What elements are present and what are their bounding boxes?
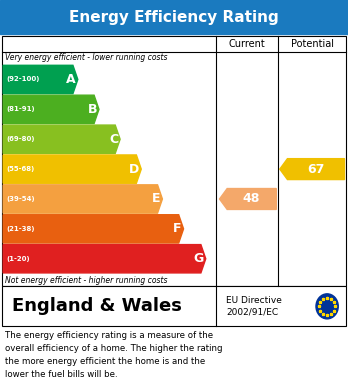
Text: A: A [66, 73, 76, 86]
Text: D: D [129, 163, 140, 176]
Text: Very energy efficient - lower running costs: Very energy efficient - lower running co… [5, 53, 168, 62]
Polygon shape [3, 215, 183, 243]
Text: EU Directive
2002/91/EC: EU Directive 2002/91/EC [227, 296, 282, 317]
Text: (69-80): (69-80) [7, 136, 35, 142]
Text: G: G [194, 252, 204, 265]
Text: 67: 67 [307, 163, 324, 176]
Polygon shape [3, 65, 78, 93]
Circle shape [316, 294, 338, 319]
Text: (1-20): (1-20) [7, 256, 30, 262]
Polygon shape [3, 125, 120, 153]
Polygon shape [3, 155, 141, 183]
Text: F: F [173, 222, 182, 235]
Polygon shape [220, 188, 276, 210]
Bar [0, 0, 348, 34]
Text: Not energy efficient - higher running costs: Not energy efficient - higher running co… [5, 276, 168, 285]
Text: (92-100): (92-100) [7, 77, 40, 83]
Text: E: E [152, 192, 161, 206]
Polygon shape [3, 95, 99, 124]
Bar [2, 286, 346, 326]
Text: 48: 48 [243, 192, 260, 206]
Text: Energy Efficiency Rating: Energy Efficiency Rating [69, 10, 279, 25]
Text: Potential: Potential [291, 39, 334, 49]
Text: Current: Current [229, 39, 266, 49]
Polygon shape [3, 185, 163, 213]
Text: (21-38): (21-38) [7, 226, 35, 232]
Text: (39-54): (39-54) [7, 196, 35, 202]
Text: England & Wales: England & Wales [12, 297, 182, 316]
Polygon shape [3, 245, 206, 273]
Text: (55-68): (55-68) [7, 166, 35, 172]
Text: C: C [109, 133, 118, 146]
Bar [2, 36, 346, 286]
Text: B: B [88, 103, 97, 116]
Polygon shape [280, 159, 345, 179]
Text: (81-91): (81-91) [7, 106, 35, 112]
Text: The energy efficiency rating is a measure of the
overall efficiency of a home. T: The energy efficiency rating is a measur… [5, 331, 223, 379]
